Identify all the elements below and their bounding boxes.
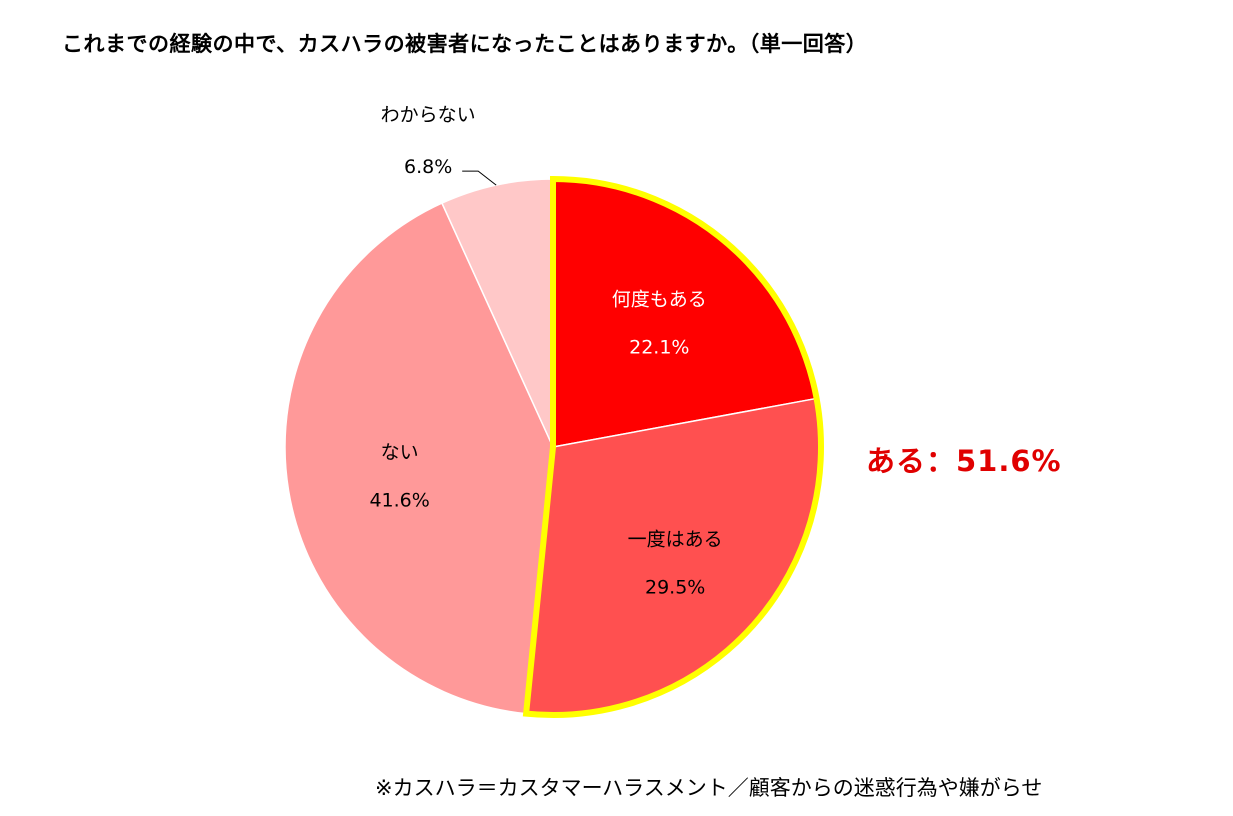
slice-labels: 何度もある 22.1% 一度はある 29.5% ない 41.6% わからない 6.8% xyxy=(369,104,722,599)
summary-label: ある：51.6% xyxy=(866,444,1062,478)
slice-label-1: 何度もある xyxy=(612,288,707,310)
highlight-group xyxy=(522,175,824,718)
chart-title: これまでの経験の中で、カスハラの被害者になったことはありますか。（単一回答） xyxy=(62,32,868,56)
slice-value-1: 22.1% xyxy=(629,336,689,358)
slice-label-2: 一度はある xyxy=(628,529,723,551)
slice-label-4: わからない xyxy=(381,104,476,126)
slice-value-2: 29.5% xyxy=(645,577,705,599)
footnote: ※カスハラ＝カスタマーハラスメント／顧客からの迷惑行為や嫌がらせ xyxy=(375,776,1043,800)
highlight-outline xyxy=(522,175,824,718)
slice-value-4: 6.8% xyxy=(404,156,452,178)
pie-slice-3 xyxy=(284,202,554,715)
slice-value-3: 41.6% xyxy=(369,489,429,511)
leader-line-4 xyxy=(462,170,497,186)
slice-label-3: ない xyxy=(381,441,419,463)
pie-slice-2 xyxy=(525,397,822,716)
